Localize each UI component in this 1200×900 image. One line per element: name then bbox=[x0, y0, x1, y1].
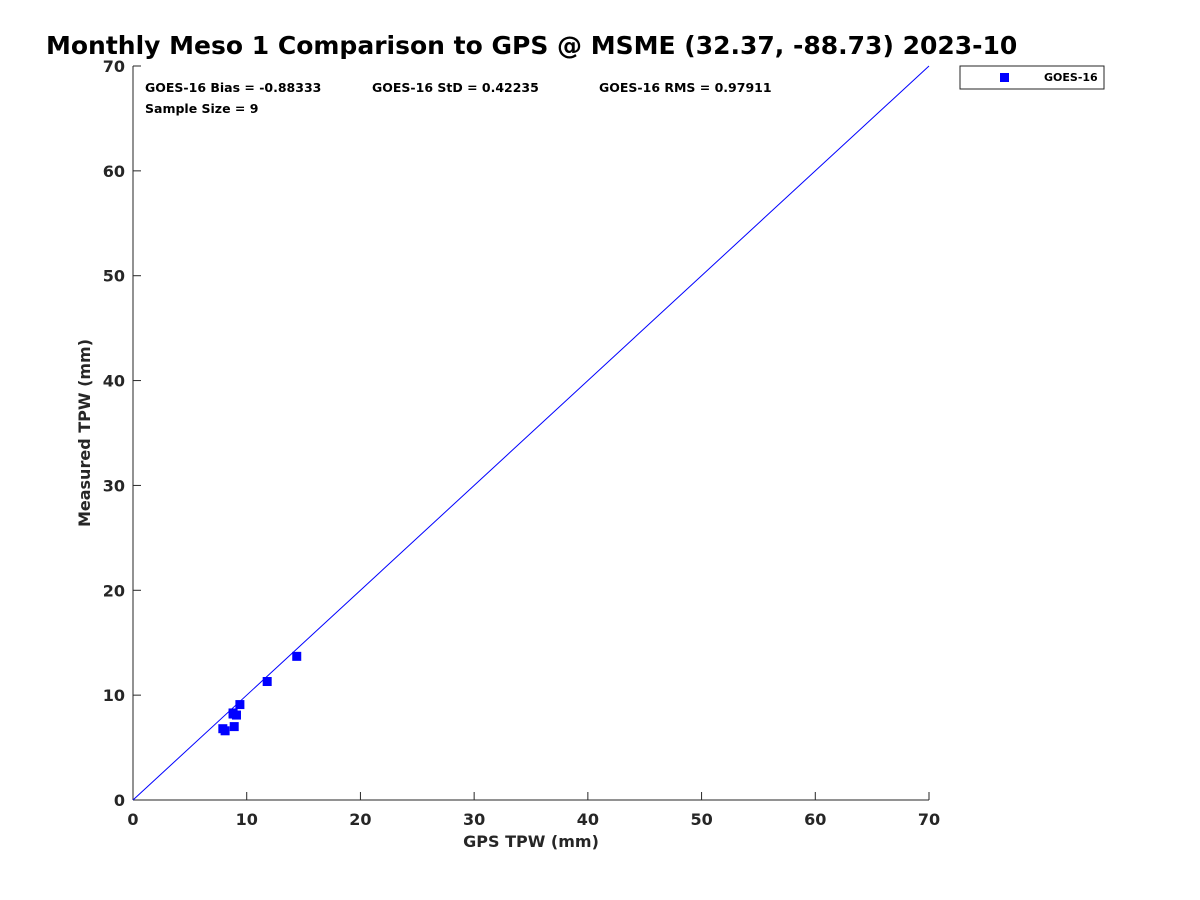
y-tick-label: 50 bbox=[103, 267, 125, 286]
x-axis-ticks: 0 10 20 30 40 50 60 70 bbox=[127, 792, 940, 829]
x-tick-label: 10 bbox=[236, 810, 258, 829]
series-goes16-points bbox=[218, 651, 302, 736]
x-tick-label: 20 bbox=[349, 810, 371, 829]
sample-size-annotation: Sample Size = 9 bbox=[145, 101, 258, 116]
one-to-one-line bbox=[132, 65, 930, 801]
data-point bbox=[235, 700, 245, 710]
data-point bbox=[292, 651, 302, 661]
rms-annotation: GOES-16 RMS = 0.97911 bbox=[599, 80, 772, 95]
y-tick-label: 60 bbox=[103, 162, 125, 181]
y-tick-label: 0 bbox=[114, 791, 125, 810]
x-tick-label: 70 bbox=[918, 810, 940, 829]
chart-title: Monthly Meso 1 Comparison to GPS @ MSME … bbox=[46, 31, 1017, 60]
x-tick-label: 40 bbox=[577, 810, 599, 829]
y-axis-label: Measured TPW (mm) bbox=[75, 339, 94, 527]
bias-annotation: GOES-16 Bias = -0.88333 bbox=[145, 80, 321, 95]
y-tick-label: 10 bbox=[103, 686, 125, 705]
data-point bbox=[220, 726, 230, 736]
legend: GOES-16 bbox=[959, 65, 1105, 90]
data-point bbox=[262, 677, 272, 687]
legend-marker-goes16 bbox=[1000, 73, 1009, 82]
legend-label-goes16: GOES-16 bbox=[1044, 71, 1098, 84]
y-tick-label: 30 bbox=[103, 476, 125, 495]
std-annotation: GOES-16 StD = 0.42235 bbox=[372, 80, 539, 95]
y-axis-ticks: 0 10 20 30 40 50 60 70 bbox=[103, 57, 141, 810]
y-tick-label: 40 bbox=[103, 372, 125, 391]
y-tick-label: 20 bbox=[103, 581, 125, 600]
data-point bbox=[229, 722, 239, 732]
x-tick-label: 60 bbox=[804, 810, 826, 829]
y-tick-label: 70 bbox=[103, 57, 125, 76]
x-tick-label: 50 bbox=[690, 810, 712, 829]
x-axis-label: GPS TPW (mm) bbox=[463, 832, 599, 851]
x-tick-label: 0 bbox=[127, 810, 138, 829]
data-point bbox=[228, 708, 238, 718]
x-tick-label: 30 bbox=[463, 810, 485, 829]
legend-box bbox=[959, 65, 1105, 90]
